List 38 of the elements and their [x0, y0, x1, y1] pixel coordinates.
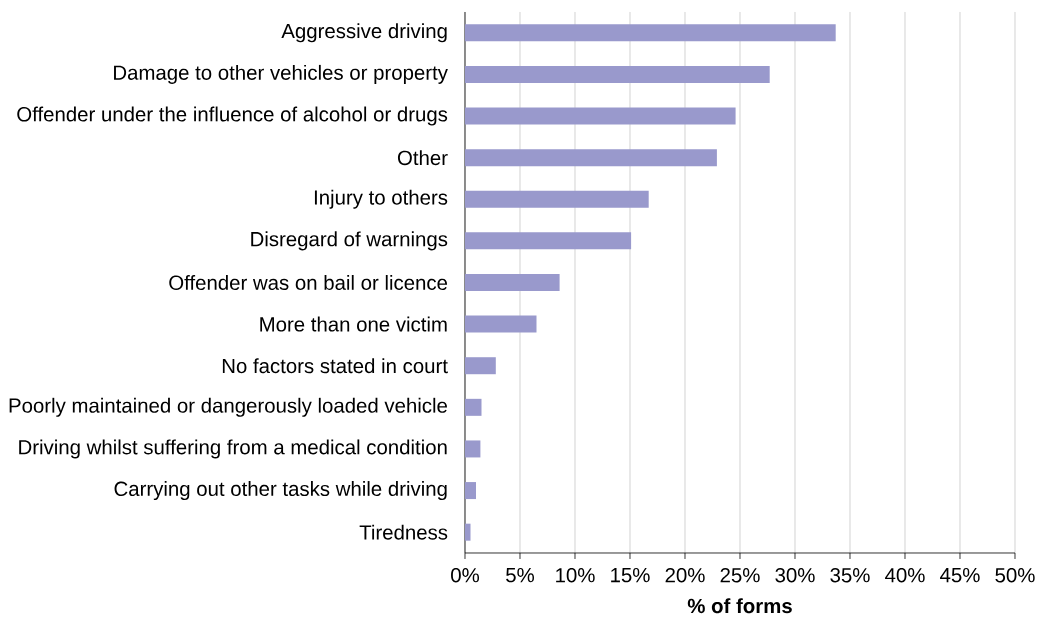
x-tick-label: 45% [940, 567, 980, 583]
x-tick-label: 50% [995, 567, 1035, 583]
x-tick-label: 0% [451, 567, 480, 583]
bar [465, 315, 537, 333]
x-tick-label: 30% [775, 567, 815, 583]
y-tick-label: Disregard of warnings [251, 231, 448, 251]
bar [465, 273, 560, 291]
bar [465, 107, 736, 125]
x-tick-label: 20% [665, 567, 705, 583]
y-tick-label: Other [397, 150, 448, 166]
y-tick-label: Offender under the influence of alcohol or drugs [17, 106, 448, 126]
bar [465, 440, 481, 458]
bar [465, 24, 836, 42]
x-tick-label: 5% [506, 567, 535, 583]
y-tick-label: Driving whilst suffering from a medical condition [19, 439, 447, 459]
x-tick-label: 15% [611, 567, 650, 583]
y-tick-label: No factors stated in court [222, 358, 448, 374]
y-tick-label: More than one victim [260, 316, 447, 332]
bar [465, 523, 471, 541]
y-tick-label: Damage to other vehicles or property [114, 64, 448, 84]
x-tick-label: 25% [720, 567, 760, 583]
y-tick-label: Aggressive driving [281, 23, 447, 43]
bar [465, 232, 632, 250]
bar [465, 190, 649, 208]
x-tick-label: 10% [556, 567, 595, 583]
x-axis-title: % of forms [687, 598, 792, 614]
bar [465, 482, 476, 500]
x-tick-label: 35% [830, 567, 870, 583]
x-tick-label: 40% [885, 567, 925, 583]
y-tick-label: Poorly maintained or dangerously loaded vehicle [9, 397, 447, 417]
y-tick-label: Carrying out other tasks while driving [114, 481, 447, 501]
y-tick-label: Injury to others [314, 189, 448, 209]
bar [465, 65, 770, 83]
y-tick-label: Offender was on bail or licence [169, 274, 448, 290]
bar [465, 149, 717, 167]
bar [465, 357, 496, 375]
bar [465, 398, 482, 416]
y-tick-label: Tiredness [359, 524, 448, 540]
